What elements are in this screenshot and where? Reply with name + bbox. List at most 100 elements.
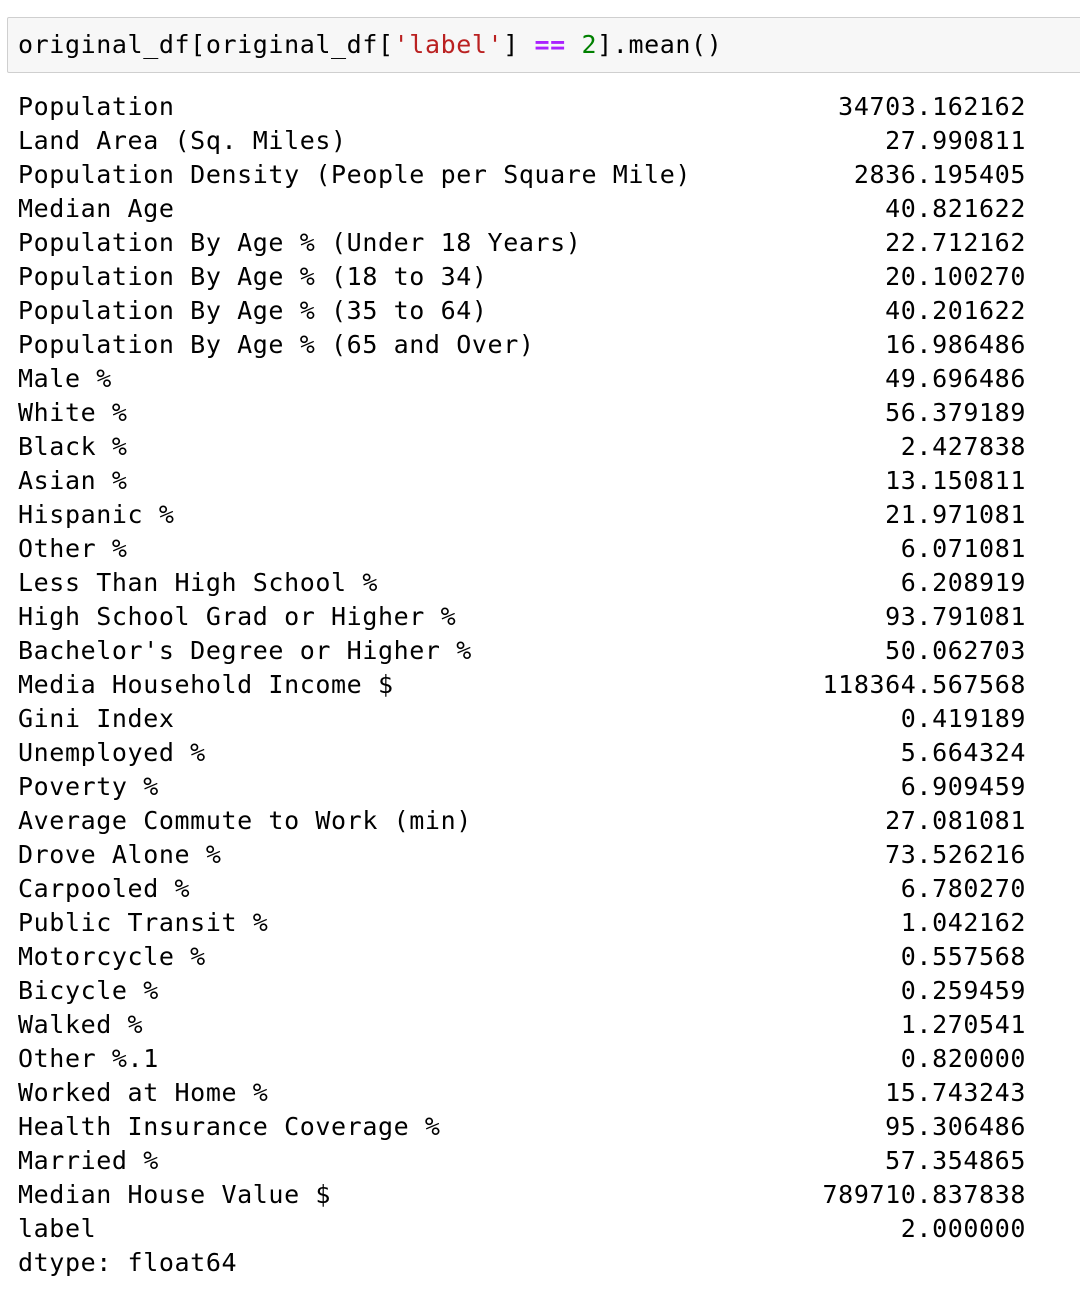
output-row-label: High School Grad or Higher % (18, 602, 457, 631)
output-row-value: 118364.567568 (822, 670, 1026, 699)
output-row-label: Median House Value $ (18, 1180, 332, 1209)
output-row-value: 40.201622 (885, 296, 1026, 325)
output-row-label: Health Insurance Coverage % (18, 1112, 441, 1141)
output-row: Walked % 1.270541 (18, 1008, 1028, 1042)
output-row: Land Area (Sq. Miles) 27.990811 (18, 124, 1028, 158)
output-row-value: 2.427838 (900, 432, 1026, 461)
output-row: Poverty % 6.909459 (18, 770, 1028, 804)
output-row-label: Male % (18, 364, 112, 393)
output-row-value: 27.990811 (885, 126, 1026, 155)
output-row: Median House Value $ 789710.837838 (18, 1178, 1028, 1212)
output-row-value: 0.820000 (900, 1044, 1026, 1073)
output-row-value: 34703.162162 (838, 92, 1026, 121)
output-row-label: Public Transit % (18, 908, 269, 937)
output-row-label: Asian % (18, 466, 128, 495)
output-row: Public Transit % 1.042162 (18, 906, 1028, 940)
output-row-label: Bachelor's Degree or Higher % (18, 636, 472, 665)
output-row-label: Poverty % (18, 772, 159, 801)
output-row-value: 789710.837838 (822, 1180, 1026, 1209)
output-row-value: 0.419189 (900, 704, 1026, 733)
code-token-call: ].mean() (597, 30, 723, 59)
output-row-label: Bicycle % (18, 976, 159, 1005)
output-row: Male % 49.696486 (18, 362, 1028, 396)
output-row: Bicycle % 0.259459 (18, 974, 1028, 1008)
output-row-label: Gini Index (18, 704, 175, 733)
code-token-operator: == (534, 30, 566, 59)
output-row: Black % 2.427838 (18, 430, 1028, 464)
output-row-value: 15.743243 (885, 1078, 1026, 1107)
output-row: Motorcycle % 0.557568 (18, 940, 1028, 974)
output-row: Population By Age % (18 to 34) 20.100270 (18, 260, 1028, 294)
output-row-label: White % (18, 398, 128, 427)
output-row-label: Less Than High School % (18, 568, 378, 597)
output-row: Hispanic % 21.971081 (18, 498, 1028, 532)
output-row-label: Unemployed % (18, 738, 206, 767)
output-row-label: Married % (18, 1146, 159, 1175)
output-row: White % 56.379189 (18, 396, 1028, 430)
output-row-value: 0.557568 (900, 942, 1026, 971)
output-row: Drove Alone % 73.526216 (18, 838, 1028, 872)
output-row-label: Hispanic % (18, 500, 175, 529)
output-row-label: Population By Age % (35 to 64) (18, 296, 488, 325)
output-row: Gini Index 0.419189 (18, 702, 1028, 736)
output-row-value: 1.270541 (900, 1010, 1026, 1039)
output-row-label: Median Age (18, 194, 175, 223)
output-row: Carpooled % 6.780270 (18, 872, 1028, 906)
output-row-value: 5.664324 (900, 738, 1026, 767)
output-row: Population 34703.162162 (18, 90, 1028, 124)
code-input-cell[interactable]: original_df[original_df['label'] == 2].m… (7, 17, 1080, 73)
output-row: High School Grad or Higher % 93.791081 (18, 600, 1028, 634)
output-row-label: Population By Age % (65 and Over) (18, 330, 535, 359)
output-row-value: 95.306486 (885, 1112, 1026, 1141)
output-row-label: Land Area (Sq. Miles) (18, 126, 347, 155)
output-row-value: 20.100270 (885, 262, 1026, 291)
output-row: Median Age 40.821622 (18, 192, 1028, 226)
code-token-string: 'label' (393, 30, 504, 59)
output-row-value: 0.259459 (900, 976, 1026, 1005)
output-row-value: 1.042162 (900, 908, 1026, 937)
output-row: Other %.1 0.820000 (18, 1042, 1028, 1076)
output-row: label 2.000000 (18, 1212, 1028, 1246)
output-row-label: Drove Alone % (18, 840, 222, 869)
output-row: Health Insurance Coverage % 95.306486 (18, 1110, 1028, 1144)
cell-output: Population 34703.162162 Land Area (Sq. Mil… (18, 90, 1028, 1280)
output-row-label: Walked % (18, 1010, 144, 1039)
output-row-value: 22.712162 (885, 228, 1026, 257)
output-row: Asian % 13.150811 (18, 464, 1028, 498)
output-row: Media Household Income $ 118364.567568 (18, 668, 1028, 702)
output-row: Population By Age % (Under 18 Years) 22.7… (18, 226, 1028, 260)
output-row-label: Population By Age % (18 to 34) (18, 262, 488, 291)
output-row-label: label (18, 1214, 97, 1243)
output-row-value: 57.354865 (885, 1146, 1026, 1175)
output-row-label: Media Household Income $ (18, 670, 394, 699)
output-row: Other % 6.071081 (18, 532, 1028, 566)
output-row-value: 73.526216 (885, 840, 1026, 869)
output-row: Population By Age % (35 to 64) 40.201622 (18, 294, 1028, 328)
output-row-value: 50.062703 (885, 636, 1026, 665)
output-row-label: Carpooled % (18, 874, 191, 903)
code-token-bracket: ] (503, 30, 535, 59)
output-row: Population Density (People per Square Mi… (18, 158, 1028, 192)
output-row-value: 40.821622 (885, 194, 1026, 223)
output-row-value: 16.986486 (885, 330, 1026, 359)
output-row-value: 93.791081 (885, 602, 1026, 631)
output-row-value: 49.696486 (885, 364, 1026, 393)
output-row: Married % 57.354865 (18, 1144, 1028, 1178)
output-row-label: Worked at Home % (18, 1078, 269, 1107)
output-row: Average Commute to Work (min) 27.081081 (18, 804, 1028, 838)
code-line[interactable]: original_df[original_df['label'] == 2].m… (18, 30, 722, 60)
output-row-value: 2.000000 (900, 1214, 1026, 1243)
output-row-label: Motorcycle % (18, 942, 206, 971)
output-row: Less Than High School % 6.208919 (18, 566, 1028, 600)
output-row-value: 21.971081 (885, 500, 1026, 529)
output-dtype: dtype: float64 (18, 1248, 238, 1277)
output-row-value: 6.909459 (900, 772, 1026, 801)
output-row-value: 6.208919 (900, 568, 1026, 597)
output-row-value: 2836.195405 (853, 160, 1026, 189)
code-token-name: original_df[original_df[ (18, 30, 394, 59)
output-row: Unemployed % 5.664324 (18, 736, 1028, 770)
output-row-label: Population Density (People per Square Mi… (18, 160, 692, 189)
output-row-value: 6.780270 (900, 874, 1026, 903)
code-token-number: 2 (581, 30, 598, 59)
output-row-label: Population (18, 92, 175, 121)
